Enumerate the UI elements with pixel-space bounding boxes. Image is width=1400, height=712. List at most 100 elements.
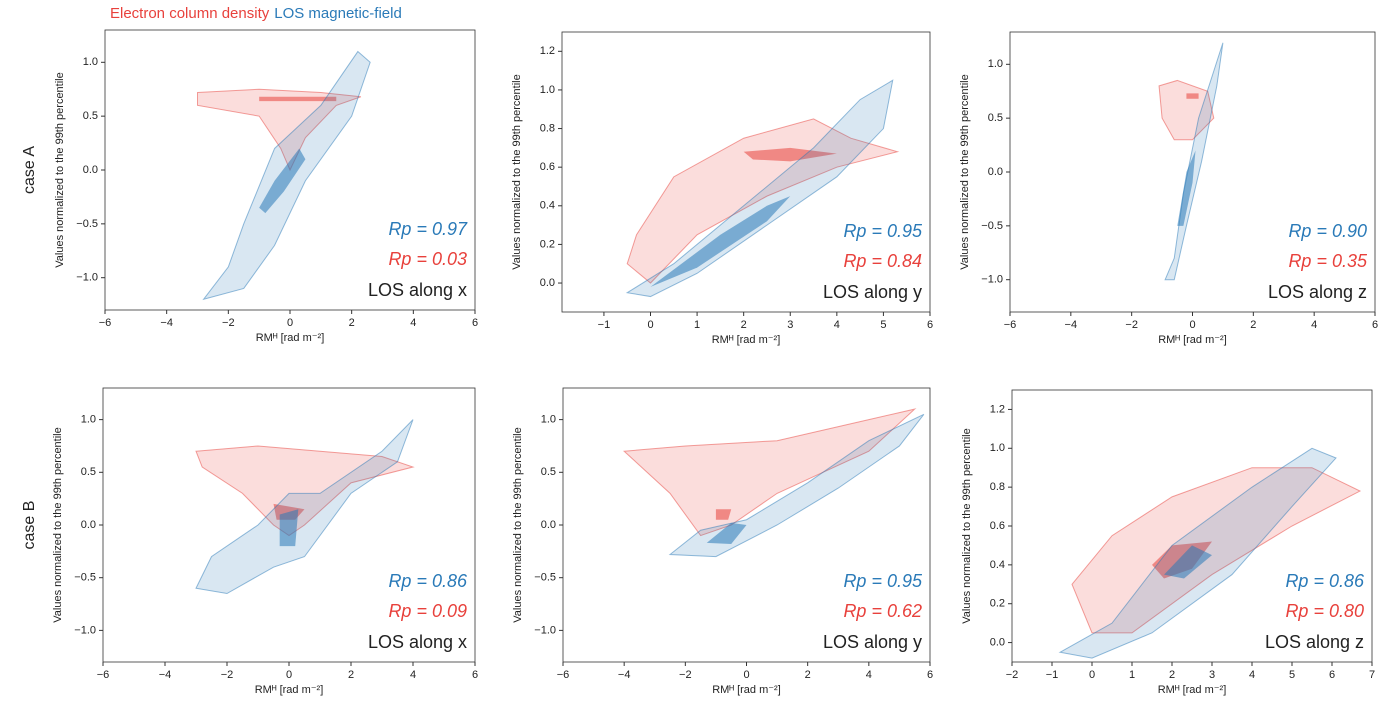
x-tick-label: 3 xyxy=(787,319,793,331)
y-tick-label: 1.0 xyxy=(541,414,556,426)
x-tick-label: 3 xyxy=(1209,669,1215,681)
y-tick-label: −1.0 xyxy=(534,624,556,636)
y-tick-label: 1.0 xyxy=(81,414,96,426)
y-axis-label: Values normalized to the 99th percentile xyxy=(959,74,971,269)
contour-core xyxy=(715,509,732,520)
x-tick-label: 6 xyxy=(472,317,478,329)
x-tick-label: 4 xyxy=(866,669,872,681)
x-tick-label: 0 xyxy=(287,317,293,329)
rp-label: Rp = 0.80 xyxy=(1285,601,1364,621)
y-tick-label: 0.0 xyxy=(81,519,96,531)
rp-label: Rp = 0.09 xyxy=(388,601,467,621)
y-tick-label: 0.0 xyxy=(988,166,1003,178)
y-tick-label: 0.6 xyxy=(540,161,555,173)
y-axis-label: Values normalized to the 99th percentile xyxy=(511,74,523,269)
rp-label: Rp = 0.95 xyxy=(843,571,923,591)
x-tick-label: 5 xyxy=(1289,669,1295,681)
rp-label: Rp = 0.97 xyxy=(388,219,468,239)
y-tick-label: 0.0 xyxy=(541,519,556,531)
panel: −2 −1 0 1 2 3 4 5 6 7 0.0 0.2 0.4 0.6 0.8 1.0 1.2 RMᴴ [ra… xyxy=(961,389,1375,696)
x-tick-label: 6 xyxy=(1329,669,1335,681)
contour-core xyxy=(743,147,837,162)
rp-label: Rp = 0.86 xyxy=(1285,571,1365,591)
contour-core xyxy=(1186,93,1199,99)
legend-entry: LOS magnetic-field xyxy=(274,5,402,22)
y-tick-label: 0.5 xyxy=(988,112,1003,124)
rp-label: Rp = 0.84 xyxy=(843,251,922,271)
x-tick-label: −6 xyxy=(97,669,110,681)
panel: −6 −4 −2 0 2 4 6 −1.0 −0.5 0.0 0.5 1.0 RMᴴ [rad m⁻²]… xyxy=(959,31,1378,346)
panel: −1 0 1 2 3 4 5 6 0.0 0.2 0.4 0.6 0.8 1.0 1.2 RMᴴ [rad m… xyxy=(511,31,933,346)
y-tick-label: −1.0 xyxy=(76,272,98,284)
y-tick-label: −0.5 xyxy=(74,572,96,584)
x-tick-label: −2 xyxy=(1006,669,1019,681)
y-tick-label: 0.0 xyxy=(83,164,98,176)
panel: −6 −4 −2 0 2 4 6 −1.0 −0.5 0.0 0.5 1.0 RMᴴ [rad m⁻²]… xyxy=(52,387,478,696)
x-tick-label: −4 xyxy=(160,317,173,329)
y-tick-label: 0.5 xyxy=(81,466,96,478)
y-axis-label: Values normalized to the 99th percentile xyxy=(52,427,64,622)
rp-label: Rp = 0.86 xyxy=(388,571,468,591)
x-tick-label: −6 xyxy=(1004,319,1017,331)
x-axis-label: RMᴴ [rad m⁻²] xyxy=(712,334,781,346)
x-tick-label: 4 xyxy=(410,669,416,681)
y-tick-label: −0.5 xyxy=(981,220,1003,232)
y-tick-label: 0.2 xyxy=(990,598,1005,610)
x-tick-label: 2 xyxy=(1169,669,1175,681)
annotation: LOS along x xyxy=(368,632,467,652)
contour-core xyxy=(706,522,747,544)
x-tick-label: −1 xyxy=(1046,669,1059,681)
plot-area xyxy=(195,419,415,595)
y-tick-label: 0.2 xyxy=(540,238,555,250)
x-tick-label: −1 xyxy=(598,319,611,331)
contour-outer xyxy=(622,408,917,537)
x-tick-label: 2 xyxy=(805,669,811,681)
x-axis-label: RMᴴ [rad m⁻²] xyxy=(1158,334,1227,346)
contour-outer xyxy=(626,118,900,284)
contour-outer xyxy=(1158,79,1215,141)
x-tick-label: 4 xyxy=(1311,319,1317,331)
y-tick-label: 0.8 xyxy=(540,122,555,134)
contour-outer xyxy=(1071,467,1362,634)
plot-area xyxy=(622,408,925,558)
axes-frame xyxy=(561,31,931,313)
x-tick-label: 6 xyxy=(472,669,478,681)
x-tick-label: −6 xyxy=(557,669,570,681)
annotation: LOS along y xyxy=(823,282,922,302)
y-tick-label: 1.0 xyxy=(990,442,1005,454)
x-tick-label: 4 xyxy=(410,317,416,329)
x-tick-label: 0 xyxy=(647,319,653,331)
row-label: case A xyxy=(21,146,38,194)
contour-outer xyxy=(197,88,362,172)
x-tick-label: 2 xyxy=(349,317,355,329)
y-tick-label: 0.0 xyxy=(540,277,555,289)
x-tick-label: 6 xyxy=(927,319,933,331)
x-tick-label: 4 xyxy=(1249,669,1255,681)
plot-area xyxy=(625,79,900,298)
rp-label: Rp = 0.95 xyxy=(843,221,923,241)
x-tick-label: 4 xyxy=(834,319,840,331)
x-tick-label: 0 xyxy=(1089,669,1095,681)
contour-core xyxy=(1177,150,1196,226)
y-tick-label: 0.4 xyxy=(990,559,1005,571)
x-tick-label: 1 xyxy=(694,319,700,331)
x-tick-label: −4 xyxy=(618,669,631,681)
x-tick-label: 0 xyxy=(743,669,749,681)
x-axis-label: RMᴴ [rad m⁻²] xyxy=(712,684,781,696)
contour-core xyxy=(1164,545,1212,579)
plot-area xyxy=(197,50,371,301)
annotation: LOS along z xyxy=(1265,632,1364,652)
contour-core xyxy=(259,148,306,214)
x-tick-label: 2 xyxy=(741,319,747,331)
x-axis-label: RMᴴ [rad m⁻²] xyxy=(255,684,324,696)
x-tick-label: 6 xyxy=(1372,319,1378,331)
plot-area xyxy=(1158,42,1224,281)
x-tick-label: −6 xyxy=(99,317,112,329)
contour-core xyxy=(650,196,791,287)
y-tick-label: 0.4 xyxy=(540,200,555,212)
panel: −6 −4 −2 0 2 4 6 −1.0 −0.5 0.0 0.5 1.0 RMᴴ [rad m⁻²]… xyxy=(54,29,478,344)
x-tick-label: 5 xyxy=(880,319,886,331)
contour-core xyxy=(259,96,337,102)
x-tick-label: 2 xyxy=(348,669,354,681)
x-tick-label: −2 xyxy=(222,317,235,329)
